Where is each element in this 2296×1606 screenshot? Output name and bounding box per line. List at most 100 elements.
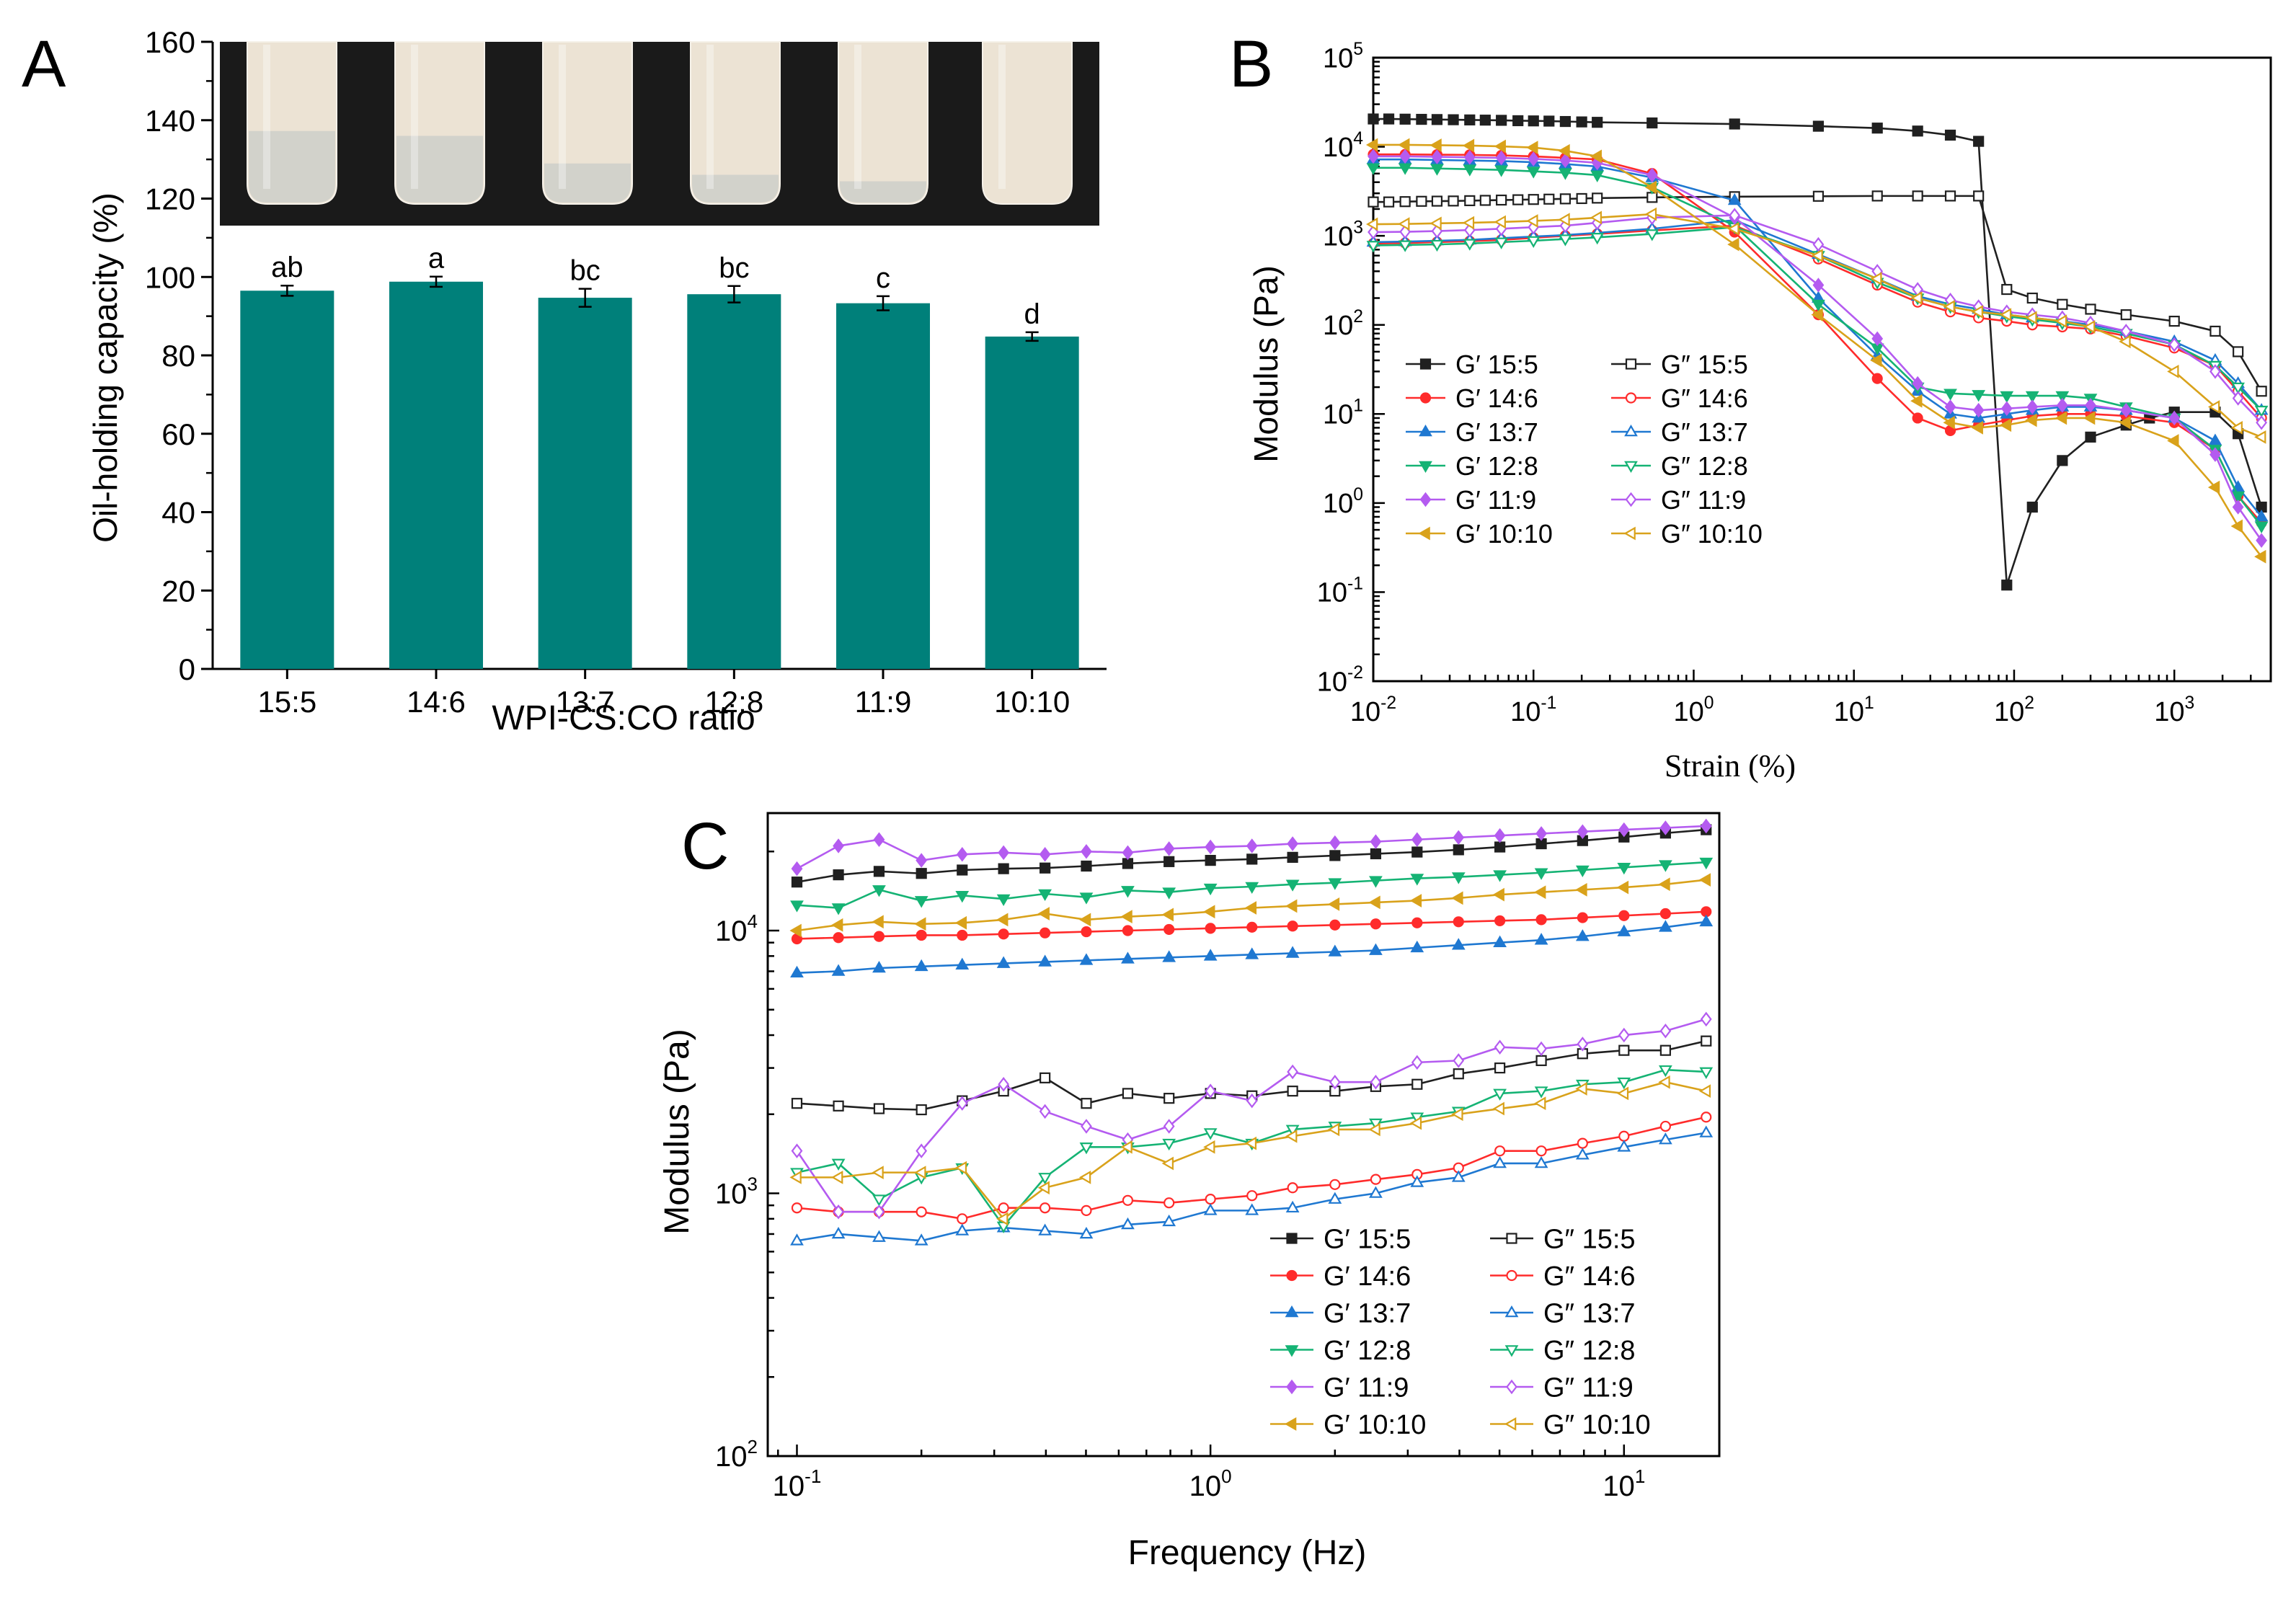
ytick-label: 104 — [715, 910, 758, 947]
data-point — [1543, 193, 1555, 205]
data-point — [2209, 447, 2221, 462]
data-point — [1493, 1155, 1507, 1168]
data-point — [1534, 1086, 1548, 1099]
data-point — [1410, 874, 1424, 886]
data-point — [1575, 1082, 1587, 1096]
bar — [985, 336, 1079, 669]
data-point — [1081, 1119, 1092, 1134]
xtick-label-a: 11:9 — [855, 685, 912, 719]
data-point — [1659, 920, 1672, 932]
data-point — [1577, 1137, 1588, 1149]
data-point — [1871, 373, 1883, 384]
data-point — [1659, 1044, 1671, 1056]
plot-frame — [766, 812, 1721, 1458]
data-point — [1430, 164, 1444, 176]
data-point — [1870, 272, 1882, 286]
data-point — [833, 1100, 844, 1112]
data-point — [2230, 421, 2243, 435]
data-point — [2119, 334, 2131, 349]
legend-marker — [1504, 1345, 1519, 1357]
data-point — [2001, 580, 2013, 591]
data-point — [1559, 193, 1571, 205]
legend-marker — [1286, 1269, 1298, 1282]
data-point — [1494, 237, 1509, 249]
bar — [240, 290, 334, 669]
data-point — [2167, 434, 2179, 448]
data-point — [957, 1213, 968, 1225]
data-point — [2168, 410, 2181, 426]
data-point — [1575, 882, 1587, 897]
data-point — [2231, 382, 2246, 395]
data-point — [790, 900, 804, 913]
data-point — [1944, 129, 1956, 141]
panel-label-a: A — [22, 27, 66, 101]
tube — [542, 41, 633, 205]
data-point — [2168, 337, 2181, 352]
data-point — [1451, 1170, 1466, 1182]
data-point — [1203, 905, 1215, 919]
data-point — [2056, 398, 2068, 413]
xtick-label-a: 14:6 — [407, 685, 466, 719]
xtick-label-a: 12:8 — [704, 685, 763, 719]
significance-letter: d — [1024, 298, 1040, 330]
data-point — [1368, 196, 1379, 208]
bar — [538, 298, 632, 670]
legend-label: G′ 13:7 — [1455, 417, 1538, 447]
tube-body — [982, 41, 1073, 205]
legend-label: G′ 15:5 — [1324, 1225, 1411, 1255]
series-line — [797, 1116, 1707, 1220]
data-point — [790, 1233, 804, 1246]
data-point — [1453, 830, 1465, 846]
data-point — [916, 1206, 927, 1217]
data-point — [1205, 1194, 1216, 1205]
data-point — [1590, 170, 1605, 182]
data-point — [1701, 1035, 1712, 1047]
data-point — [1534, 868, 1548, 880]
data-point — [1285, 1129, 1298, 1143]
data-point — [2120, 309, 2132, 321]
data-point — [1285, 946, 1300, 958]
legend-marker — [1286, 1233, 1298, 1244]
legend-marker — [1285, 1345, 1299, 1357]
data-point — [1163, 841, 1175, 856]
data-point — [998, 863, 1009, 874]
data-point — [1122, 925, 1134, 936]
data-point — [1943, 300, 1955, 314]
legend: G′ 15:5 G″ 15:5 G′ 14:6 G″ 14:6 G′ 13:7 G″ 13… — [1406, 350, 1763, 549]
data-point — [1329, 1179, 1341, 1190]
ytick-label-a: 80 — [161, 339, 195, 373]
data-point — [1495, 150, 1507, 166]
data-point — [1383, 113, 1395, 125]
data-point — [2083, 320, 2096, 334]
data-point — [1698, 873, 1711, 887]
data-point — [1811, 308, 1823, 322]
data-point — [1618, 910, 1630, 921]
data-point — [1534, 1155, 1548, 1168]
data-point — [873, 1103, 885, 1114]
data-point — [873, 931, 885, 942]
panel-b: B 10-2 10-1 100 101 102 10310-210-11001011021… — [1229, 27, 2272, 784]
legend-label: G′ 10:10 — [1455, 519, 1553, 549]
data-point — [1287, 836, 1298, 851]
ylabel-a: Oil-holding capacity (%) — [87, 192, 124, 543]
data-point — [1163, 1093, 1175, 1104]
data-point — [1245, 1203, 1259, 1215]
data-point — [2232, 500, 2244, 515]
bar — [836, 303, 930, 669]
data-point — [1431, 114, 1443, 125]
legend-label: G″ 10:10 — [1661, 519, 1763, 549]
legend-label: G′ 11:9 — [1324, 1373, 1409, 1403]
xlabel-c: Frequency (Hz) — [1128, 1534, 1367, 1572]
data-point — [831, 964, 846, 976]
ytick-label: 100 — [1323, 485, 1363, 519]
data-point — [1287, 1182, 1298, 1194]
xtick-label: 101 — [1603, 1465, 1645, 1502]
data-point — [2085, 431, 2096, 443]
data-point — [1081, 860, 1092, 872]
data-point — [2025, 413, 2037, 427]
data-point — [1463, 239, 1477, 251]
data-point — [1448, 195, 1459, 207]
data-point — [1463, 164, 1477, 177]
data-point — [1973, 190, 1985, 202]
data-point — [914, 959, 928, 972]
